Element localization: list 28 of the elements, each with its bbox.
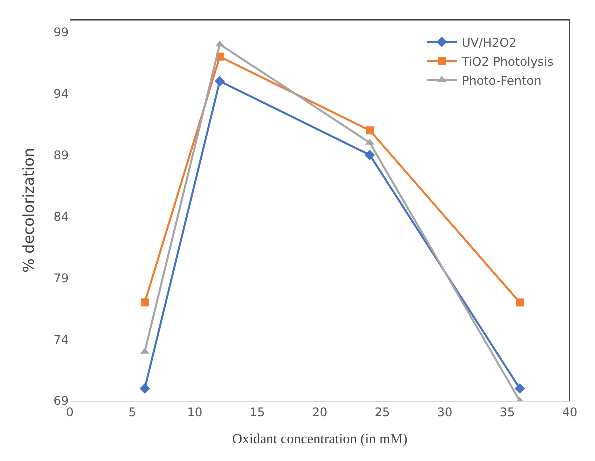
point — [141, 298, 149, 307]
legend-label: Photo-Fenton — [462, 74, 542, 88]
y-tick-label: 99 — [54, 25, 69, 40]
x-tick-label: 5 — [128, 405, 136, 420]
point — [214, 76, 226, 87]
y-tick-label: 69 — [54, 394, 69, 408]
point — [366, 126, 374, 135]
y-tick-label: 84 — [54, 210, 69, 224]
x-tick-label: 15 — [250, 405, 266, 420]
x-tick-label: 30 — [437, 405, 453, 420]
y-tick-label: 89 — [54, 148, 69, 162]
x-tick-label: 20 — [312, 405, 328, 420]
x-tick-label: 40 — [562, 405, 578, 420]
point — [364, 150, 376, 160]
point — [516, 298, 524, 307]
x-tick-label: 10 — [187, 405, 203, 420]
x-axis-title: Oxidant concentration (in mM) — [232, 432, 408, 448]
legend-label: TiO2 Photolysis — [461, 54, 554, 69]
x-tick-label: 35 — [500, 405, 516, 420]
x-tick-label: 25 — [374, 405, 390, 420]
y-tick-label: 94 — [54, 86, 69, 101]
y-tick-label: 74 — [54, 332, 69, 347]
point — [514, 384, 526, 394]
x-tick-label: 0 — [66, 405, 74, 420]
legend-label: UV/H2O2 — [462, 36, 517, 50]
point — [140, 384, 150, 394]
y-tick-label: 79 — [54, 271, 69, 286]
y-axis-title: % decolorization — [20, 148, 38, 273]
